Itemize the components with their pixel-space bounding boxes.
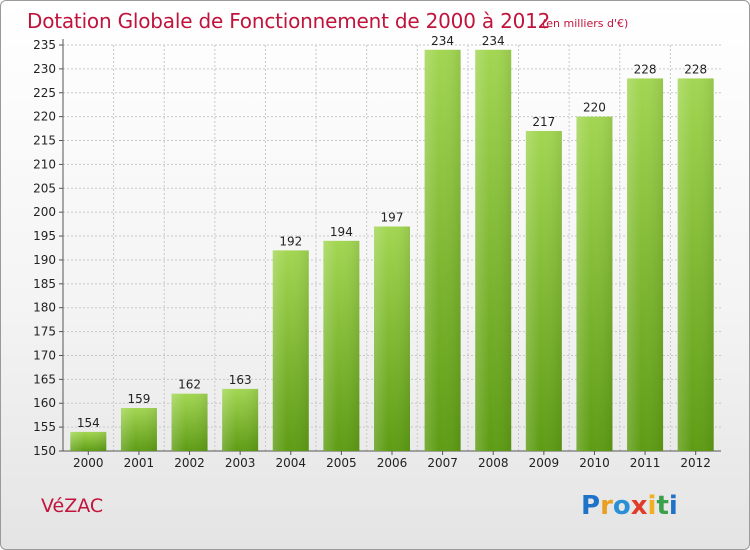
bar-shade-2011 — [627, 78, 664, 451]
y-tick-label: 170 — [33, 348, 56, 362]
y-tick-label: 155 — [33, 420, 56, 434]
x-tick-label: 2001 — [124, 456, 155, 470]
chart-title: Dotation Globale de Fonctionnement de 20… — [27, 9, 551, 33]
x-tick-labels: 2000 2001 2002 2003 2004 2005 2006 2007 2008 2009… — [73, 456, 711, 470]
data-label: 194 — [330, 225, 353, 239]
y-tick-labels: 150 155 160 165 170 175 180 185 190 195 200 205 210 2… — [33, 38, 56, 458]
y-tick-label: 205 — [33, 181, 56, 195]
x-tick-label: 2011 — [630, 456, 661, 470]
y-tick-label: 165 — [33, 372, 56, 386]
x-tick-label: 2006 — [377, 456, 408, 470]
bar-shade-2005 — [323, 240, 360, 451]
bar-shade-2006 — [374, 226, 410, 451]
bar-shade-2009 — [525, 130, 562, 451]
x-tick-label: 2002 — [174, 456, 205, 470]
logo-letter: x — [630, 491, 648, 521]
y-tick-label: 230 — [33, 62, 56, 76]
y-tick-label: 220 — [33, 110, 56, 124]
x-tick-label: 2004 — [275, 456, 306, 470]
x-tick-label: 2007 — [427, 456, 458, 470]
y-tick-label: 225 — [33, 86, 56, 100]
x-tick-label: 2005 — [326, 456, 357, 470]
bar-shade-2003 — [222, 388, 259, 451]
data-label: 159 — [127, 392, 150, 406]
bar-shade-2001 — [120, 408, 157, 451]
y-tick-label: 215 — [33, 134, 56, 148]
data-label: 228 — [684, 62, 707, 76]
data-label: 197 — [381, 211, 404, 225]
logo-letter: P — [581, 491, 601, 521]
logo-letter: i — [647, 491, 657, 521]
y-tick-label: 185 — [33, 277, 56, 291]
data-label: 192 — [279, 234, 302, 248]
y-tick-label: 160 — [33, 396, 56, 410]
data-label: 220 — [583, 101, 606, 115]
bar-shade-2000 — [70, 431, 107, 451]
data-label: 234 — [482, 34, 505, 48]
logo-letter: o — [612, 491, 631, 521]
bar-shade-2007 — [424, 49, 461, 452]
data-label: 228 — [634, 62, 657, 76]
x-tick-label: 2010 — [579, 456, 610, 470]
y-tick-label: 195 — [33, 229, 56, 243]
bar-shade-2010 — [576, 116, 613, 451]
y-tick-label: 175 — [33, 325, 56, 339]
x-tick-label: 2012 — [680, 456, 711, 470]
logo-letter: i — [668, 491, 678, 521]
commune-name: VéZAC — [41, 495, 104, 517]
y-tick-label: 235 — [33, 38, 56, 52]
logo-letter: r — [600, 491, 613, 521]
x-tick-label: 2008 — [478, 456, 509, 470]
bar-shade-2008 — [475, 49, 512, 452]
y-tick-label: 150 — [33, 444, 56, 458]
y-tick-label: 210 — [33, 157, 56, 171]
x-tick-label: 2000 — [73, 456, 104, 470]
data-label: 217 — [532, 115, 555, 129]
chart-unit-note: (en milliers d'€) — [542, 17, 629, 30]
logo-letter: t — [656, 491, 669, 521]
bars — [70, 49, 714, 452]
proxiti-logo: Proxiti — [581, 491, 678, 521]
y-tick-label: 180 — [33, 301, 56, 315]
x-tick-label: 2009 — [529, 456, 560, 470]
data-labels: 154 159 162 163 192 194 197 234 234 217 220 228 228 — [77, 34, 707, 430]
y-tick-label: 200 — [33, 205, 56, 219]
data-label: 162 — [178, 378, 201, 392]
bar-shade-2004 — [272, 250, 309, 451]
y-tick-label: 190 — [33, 253, 56, 267]
data-label: 154 — [77, 416, 100, 430]
bar-shade-2002 — [171, 393, 208, 451]
data-label: 234 — [431, 34, 454, 48]
bar-shade-2012 — [677, 78, 714, 451]
x-tick-label: 2003 — [225, 456, 256, 470]
data-label: 163 — [229, 373, 252, 387]
